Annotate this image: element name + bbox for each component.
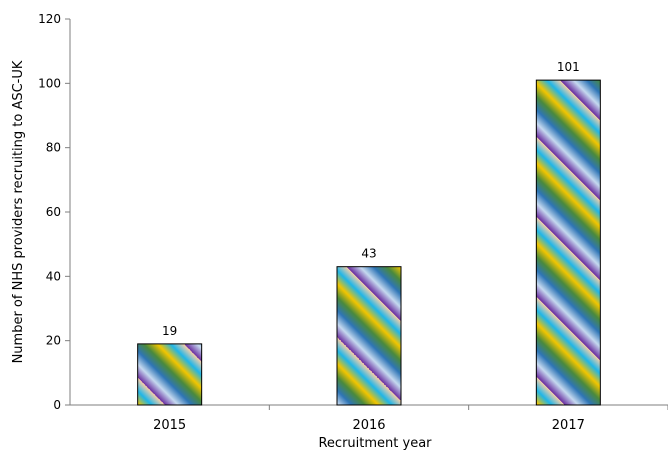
data-label: 101 <box>557 60 580 74</box>
x-category-label: 2017 <box>552 418 585 433</box>
y-axis-title: Number of NHS providers recruiting to AS… <box>11 60 26 363</box>
x-category-label: 2016 <box>352 418 385 433</box>
y-tick-label: 80 <box>46 141 61 155</box>
y-tick-label: 60 <box>46 205 61 219</box>
bar-2017 <box>536 80 600 405</box>
data-label: 43 <box>361 247 376 261</box>
bar-2016 <box>337 267 401 405</box>
y-tick-label: 40 <box>46 269 61 283</box>
bar-2015 <box>138 344 202 405</box>
data-label: 19 <box>162 324 177 338</box>
y-tick-label: 120 <box>38 12 61 26</box>
x-ticks: 2015 2016 2017 <box>153 405 668 433</box>
x-axis-title: Recruitment year <box>318 436 432 451</box>
y-tick-label: 100 <box>38 76 61 90</box>
x-category-label: 2015 <box>153 418 186 433</box>
bars: 19 43 101 <box>138 60 601 405</box>
y-ticks: 0 20 40 60 80 100 120 <box>38 12 70 412</box>
y-tick-label: 20 <box>46 334 61 348</box>
y-tick-label: 0 <box>53 398 61 412</box>
